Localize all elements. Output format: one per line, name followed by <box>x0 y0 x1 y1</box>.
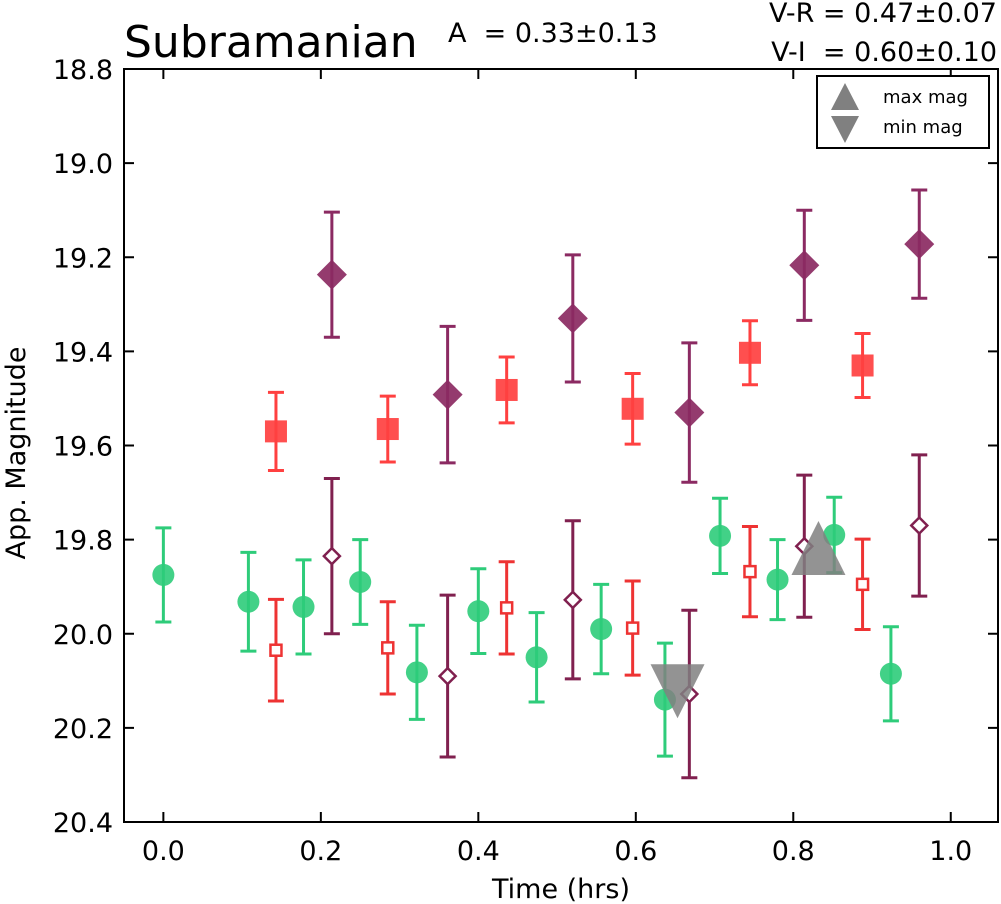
y-tick-label: 19.8 <box>53 526 113 557</box>
x-tick-label: 1.0 <box>929 836 972 867</box>
y-tick-label: 19.6 <box>53 432 113 463</box>
legend-min-mag-label: min mag <box>883 117 963 138</box>
data-point-circle <box>152 563 175 586</box>
data-point-circle <box>405 661 428 684</box>
x-tick-label: 0.8 <box>772 836 815 867</box>
y-tick-label: 18.8 <box>53 55 113 86</box>
y-tick-label: 19.2 <box>53 243 113 274</box>
legend-max-mag-label: max mag <box>883 87 968 108</box>
data-point-circle <box>467 600 490 623</box>
data-point-circle <box>766 568 789 591</box>
data-point-diamond <box>437 666 458 686</box>
error-bars-layer <box>155 188 928 780</box>
data-point-square <box>738 341 761 364</box>
data-point-square <box>269 643 283 657</box>
data-point-diamond <box>432 379 463 410</box>
data-point-square <box>625 621 640 635</box>
data-point-circle <box>525 646 548 669</box>
plot-frame <box>123 68 999 823</box>
x-tick-label: 0.0 <box>142 836 185 867</box>
chart-title: Subramanian <box>124 17 418 68</box>
data-point-diamond <box>674 397 705 428</box>
legend: max mag min mag <box>816 75 990 149</box>
data-point-square <box>743 564 757 579</box>
data-point-diamond <box>904 229 935 260</box>
x-tick-label: 0.2 <box>299 836 342 867</box>
data-point-circle <box>879 662 902 685</box>
data-point-diamond <box>322 546 342 566</box>
x-tick-label: 0.4 <box>457 836 500 867</box>
data-point-circle <box>237 590 260 613</box>
data-point-square <box>621 397 644 420</box>
markers-layer <box>152 229 935 711</box>
y-tick-label: 20.2 <box>53 714 113 745</box>
data-point-square <box>264 420 287 443</box>
data-point-diamond <box>557 303 588 334</box>
data-point-square <box>381 641 395 655</box>
data-point-circle <box>823 523 846 546</box>
y-tick-label: 20.4 <box>53 808 113 839</box>
data-point-circle <box>349 570 372 593</box>
amplitude-annotation: A = 0.33±0.13 <box>448 18 658 49</box>
data-point-diamond <box>563 590 583 610</box>
v-r-annotation: V-R = 0.47±0.07 <box>769 0 997 29</box>
data-point-square <box>851 354 874 377</box>
legend-max-mag-marker <box>831 83 859 110</box>
ticks-layer: 0.0 0.2 0.4 0.6 0.8 1.0 18.8 19.0 19.2 19.4 19.6 19… <box>53 55 998 867</box>
data-point-diamond <box>909 515 930 536</box>
extrema-layer <box>650 521 846 719</box>
legend-min-mag-marker <box>831 116 859 143</box>
data-point-square <box>376 418 399 441</box>
data-point-circle <box>292 595 315 618</box>
max-mag-marker <box>791 521 846 576</box>
x-tick-label: 0.6 <box>614 836 657 867</box>
data-point-diamond <box>789 250 820 281</box>
data-point-diamond <box>316 259 347 290</box>
data-point-circle <box>709 524 732 547</box>
data-point-circle <box>590 618 613 641</box>
x-axis-label: Time (hrs) <box>491 874 630 904</box>
min-mag-marker <box>650 664 705 719</box>
data-point-square <box>495 378 518 401</box>
data-point-square <box>499 601 514 615</box>
y-tick-label: 19.0 <box>53 149 113 180</box>
data-point-square <box>855 577 870 592</box>
y-tick-label: 20.0 <box>53 620 113 651</box>
y-tick-label: 19.4 <box>53 337 113 368</box>
y-axis-label: App. Magnitude <box>1 347 32 560</box>
v-i-annotation: V-I = 0.60±0.10 <box>771 37 997 68</box>
